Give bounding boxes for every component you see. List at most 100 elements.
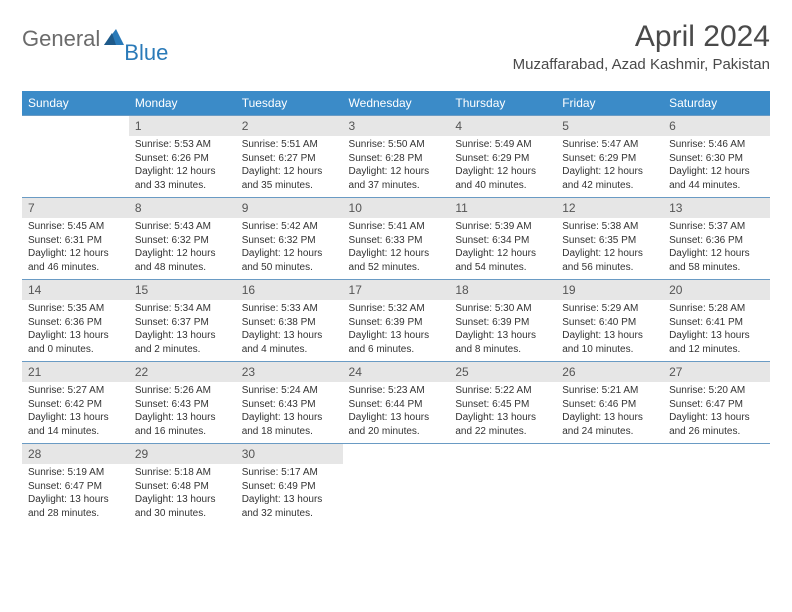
- day-number: 21: [22, 362, 129, 382]
- daylight-text: and 40 minutes.: [455, 179, 550, 193]
- daylight-text: Daylight: 13 hours: [242, 493, 337, 507]
- sunset-text: Sunset: 6:30 PM: [669, 152, 764, 166]
- sunset-text: Sunset: 6:39 PM: [349, 316, 444, 330]
- day-content: Sunrise: 5:35 AMSunset: 6:36 PMDaylight:…: [22, 300, 129, 360]
- day-content: Sunrise: 5:17 AMSunset: 6:49 PMDaylight:…: [236, 464, 343, 524]
- daylight-text: Daylight: 13 hours: [562, 329, 657, 343]
- day-number: 19: [556, 280, 663, 300]
- day-cell: 14Sunrise: 5:35 AMSunset: 6:36 PMDayligh…: [22, 280, 129, 362]
- day-cell: [449, 444, 556, 526]
- sunrise-text: Sunrise: 5:20 AM: [669, 384, 764, 398]
- sunset-text: Sunset: 6:41 PM: [669, 316, 764, 330]
- daylight-text: Daylight: 12 hours: [242, 247, 337, 261]
- day-content: Sunrise: 5:43 AMSunset: 6:32 PMDaylight:…: [129, 218, 236, 278]
- day-cell: 6Sunrise: 5:46 AMSunset: 6:30 PMDaylight…: [663, 116, 770, 198]
- location-text: Muzaffarabad, Azad Kashmir, Pakistan: [513, 56, 770, 73]
- daylight-text: Daylight: 13 hours: [455, 411, 550, 425]
- daylight-text: and 10 minutes.: [562, 343, 657, 357]
- day-cell: 28Sunrise: 5:19 AMSunset: 6:47 PMDayligh…: [22, 444, 129, 526]
- day-number: 13: [663, 198, 770, 218]
- day-number: 23: [236, 362, 343, 382]
- day-number: 17: [343, 280, 450, 300]
- title-block: April 2024 Muzaffarabad, Azad Kashmir, P…: [513, 20, 770, 73]
- week-row: 7Sunrise: 5:45 AMSunset: 6:31 PMDaylight…: [22, 198, 770, 280]
- sunrise-text: Sunrise: 5:50 AM: [349, 138, 444, 152]
- day-content: Sunrise: 5:47 AMSunset: 6:29 PMDaylight:…: [556, 136, 663, 196]
- logo-text-blue: Blue: [124, 40, 168, 66]
- daylight-text: Daylight: 12 hours: [349, 247, 444, 261]
- daylight-text: and 35 minutes.: [242, 179, 337, 193]
- sunset-text: Sunset: 6:36 PM: [669, 234, 764, 248]
- sunrise-text: Sunrise: 5:34 AM: [135, 302, 230, 316]
- daylight-text: Daylight: 13 hours: [349, 411, 444, 425]
- daylight-text: and 54 minutes.: [455, 261, 550, 275]
- sunrise-text: Sunrise: 5:43 AM: [135, 220, 230, 234]
- day-cell: 3 Sunrise: 5:50 AMSunset: 6:28 PMDaylight…: [343, 116, 450, 198]
- day-cell: 15Sunrise: 5:34 AMSunset: 6:37 PMDayligh…: [129, 280, 236, 362]
- sunset-text: Sunset: 6:45 PM: [455, 398, 550, 412]
- sunset-text: Sunset: 6:32 PM: [242, 234, 337, 248]
- sunrise-text: Sunrise: 5:53 AM: [135, 138, 230, 152]
- day-content: Sunrise: 5:21 AMSunset: 6:46 PMDaylight:…: [556, 382, 663, 442]
- day-number: 8: [129, 198, 236, 218]
- day-cell: 13 Sunrise: 5:37 AMSunset: 6:36 PMDayligh…: [663, 198, 770, 280]
- day-number: 3: [343, 116, 450, 136]
- day-cell: 1Sunrise: 5:53 AMSunset: 6:26 PMDaylight…: [129, 116, 236, 198]
- sunrise-text: Sunrise: 5:26 AM: [135, 384, 230, 398]
- day-content: Sunrise: 5:49 AMSunset: 6:29 PMDaylight:…: [449, 136, 556, 196]
- sunset-text: Sunset: 6:33 PM: [349, 234, 444, 248]
- day-number: 11: [449, 198, 556, 218]
- day-number: 9: [236, 198, 343, 218]
- sunset-text: Sunset: 6:34 PM: [455, 234, 550, 248]
- daylight-text: and 44 minutes.: [669, 179, 764, 193]
- day-cell: 22Sunrise: 5:26 AMSunset: 6:43 PMDayligh…: [129, 362, 236, 444]
- day-number: 27: [663, 362, 770, 382]
- daylight-text: and 37 minutes.: [349, 179, 444, 193]
- day-cell: 18Sunrise: 5:30 AMSunset: 6:39 PMDayligh…: [449, 280, 556, 362]
- sunset-text: Sunset: 6:27 PM: [242, 152, 337, 166]
- sunset-text: Sunset: 6:43 PM: [242, 398, 337, 412]
- day-content: Sunrise: 5:33 AMSunset: 6:38 PMDaylight:…: [236, 300, 343, 360]
- sunrise-text: Sunrise: 5:22 AM: [455, 384, 550, 398]
- daylight-text: and 48 minutes.: [135, 261, 230, 275]
- day-number: 20: [663, 280, 770, 300]
- daylight-text: Daylight: 12 hours: [669, 247, 764, 261]
- logo-text-gray: General: [22, 26, 100, 52]
- day-content: Sunrise: 5:22 AMSunset: 6:45 PMDaylight:…: [449, 382, 556, 442]
- day-cell: 17Sunrise: 5:32 AMSunset: 6:39 PMDayligh…: [343, 280, 450, 362]
- day-cell: 20Sunrise: 5:28 AMSunset: 6:41 PMDayligh…: [663, 280, 770, 362]
- sunset-text: Sunset: 6:32 PM: [135, 234, 230, 248]
- daylight-text: Daylight: 13 hours: [562, 411, 657, 425]
- daylight-text: and 50 minutes.: [242, 261, 337, 275]
- logo: General Blue: [22, 20, 172, 52]
- sunset-text: Sunset: 6:47 PM: [669, 398, 764, 412]
- day-cell: [343, 444, 450, 526]
- day-cell: 25Sunrise: 5:22 AMSunset: 6:45 PMDayligh…: [449, 362, 556, 444]
- sunrise-text: Sunrise: 5:45 AM: [28, 220, 123, 234]
- sunset-text: Sunset: 6:37 PM: [135, 316, 230, 330]
- day-cell: 27Sunrise: 5:20 AMSunset: 6:47 PMDayligh…: [663, 362, 770, 444]
- day-content: Sunrise: 5:42 AMSunset: 6:32 PMDaylight:…: [236, 218, 343, 278]
- day-cell: 24Sunrise: 5:23 AMSunset: 6:44 PMDayligh…: [343, 362, 450, 444]
- daylight-text: Daylight: 12 hours: [349, 165, 444, 179]
- sunrise-text: Sunrise: 5:37 AM: [669, 220, 764, 234]
- day-content: Sunrise: 5:34 AMSunset: 6:37 PMDaylight:…: [129, 300, 236, 360]
- sunset-text: Sunset: 6:48 PM: [135, 480, 230, 494]
- day-cell: [556, 444, 663, 526]
- sunrise-text: Sunrise: 5:27 AM: [28, 384, 123, 398]
- day-number: 7: [22, 198, 129, 218]
- day-cell: 11Sunrise: 5:39 AMSunset: 6:34 PMDayligh…: [449, 198, 556, 280]
- dayhead-wed: Wednesday: [343, 91, 450, 116]
- sunrise-text: Sunrise: 5:33 AM: [242, 302, 337, 316]
- day-cell: 29Sunrise: 5:18 AMSunset: 6:48 PMDayligh…: [129, 444, 236, 526]
- day-content: Sunrise: 5:32 AMSunset: 6:39 PMDaylight:…: [343, 300, 450, 360]
- day-number: 12: [556, 198, 663, 218]
- dayhead-sat: Saturday: [663, 91, 770, 116]
- daylight-text: and 2 minutes.: [135, 343, 230, 357]
- day-number: 4: [449, 116, 556, 136]
- sunrise-text: Sunrise: 5:18 AM: [135, 466, 230, 480]
- sunset-text: Sunset: 6:28 PM: [349, 152, 444, 166]
- daylight-text: and 32 minutes.: [242, 507, 337, 521]
- sunset-text: Sunset: 6:29 PM: [455, 152, 550, 166]
- daylight-text: and 52 minutes.: [349, 261, 444, 275]
